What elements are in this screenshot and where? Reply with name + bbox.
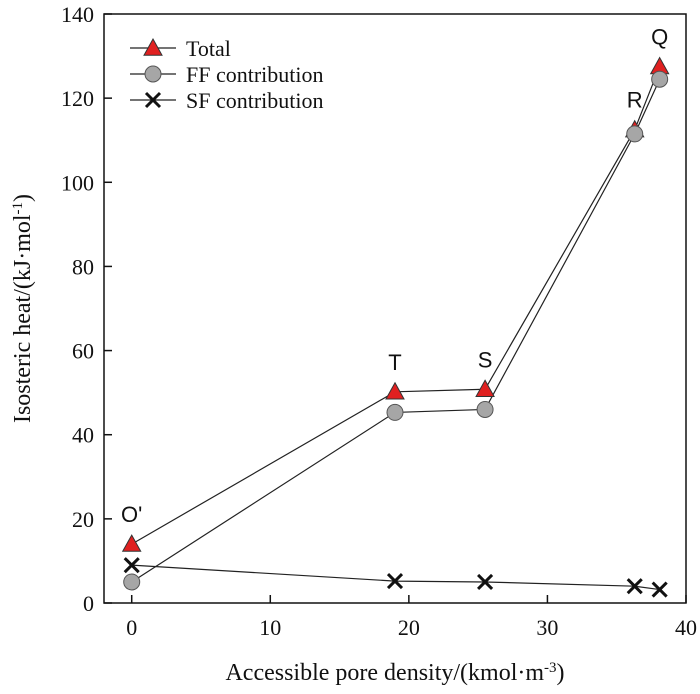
y-tick-label: 120 [61, 86, 94, 111]
y-tick-label: 80 [72, 254, 94, 279]
legend-label: FF contribution [186, 62, 324, 87]
y-tick-label: 60 [72, 339, 94, 364]
point-label: T [388, 350, 401, 375]
data-point [477, 573, 494, 591]
data-point [626, 125, 644, 143]
data-point [123, 573, 141, 591]
plot-frame [103, 13, 687, 604]
data-point [386, 573, 404, 590]
y-tick-label: 20 [72, 507, 94, 532]
point-label: R [627, 88, 643, 113]
legend-marker [144, 65, 162, 83]
series-triangle [131, 66, 661, 545]
y-tick-label: 40 [72, 423, 94, 448]
data-point [121, 534, 142, 552]
series-line [131, 564, 660, 591]
x-tick-label: 0 [126, 615, 137, 640]
data-point [651, 70, 669, 88]
legend-marker [144, 91, 162, 109]
legend-item: Total [130, 36, 231, 61]
point-label: Q [651, 25, 668, 50]
y-tick-label: 140 [61, 2, 94, 27]
x-tick-label: 30 [536, 615, 558, 640]
y-tick-label: 0 [83, 591, 94, 616]
series-points-circle [123, 70, 669, 591]
y-axis-title: Isosteric heat/(kJ·mol-1) [10, 194, 36, 423]
series-circle [131, 78, 661, 583]
x-tick-label: 40 [675, 615, 697, 640]
data-point [626, 578, 643, 595]
data-point [386, 403, 404, 421]
x-tick-label: 20 [398, 615, 420, 640]
x-tick-label: 10 [259, 615, 281, 640]
point-label: O' [121, 502, 142, 527]
series-cross [131, 564, 660, 591]
series-line [131, 78, 661, 583]
series-line [131, 66, 661, 545]
legend-label: SF contribution [186, 88, 324, 113]
data-point [123, 557, 140, 574]
legend-label: Total [186, 36, 231, 61]
series-points-triangle [121, 56, 670, 552]
legend-item: SF contribution [130, 88, 324, 113]
series-points-cross [123, 557, 668, 598]
legend-item: FF contribution [130, 62, 324, 87]
data-point [651, 581, 668, 598]
legend-marker [143, 37, 163, 56]
point-label: S [478, 347, 493, 372]
y-tick-label: 100 [61, 170, 94, 195]
x-axis-title: Accessible pore density/(kmol·m-3) [225, 660, 564, 686]
data-point [385, 381, 405, 400]
data-point [476, 400, 494, 418]
data-point [475, 379, 495, 397]
